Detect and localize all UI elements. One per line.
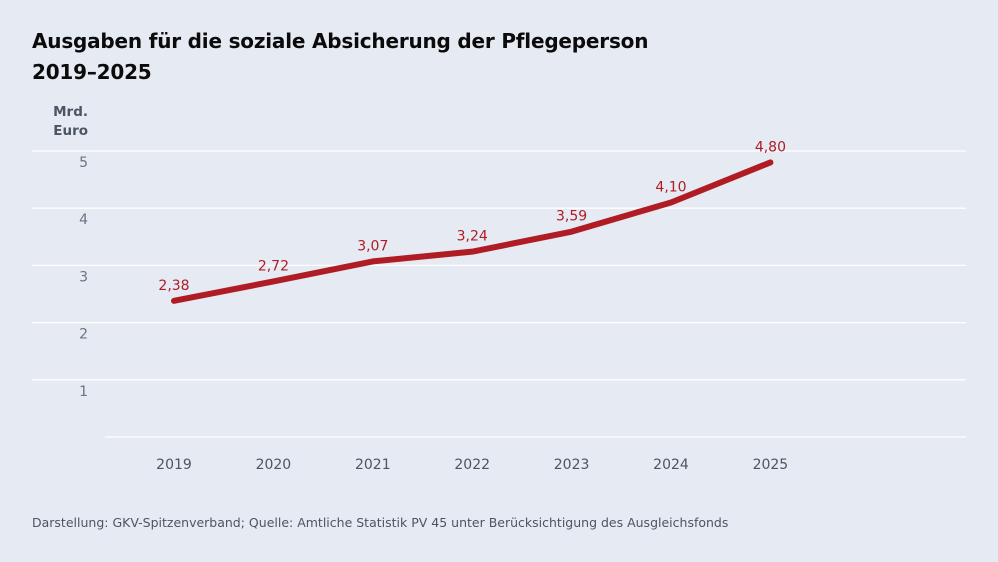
y-tick-label-4: 4 (79, 212, 88, 228)
x-tick-label-2024: 2024 (653, 457, 689, 473)
y-tick-label-1: 1 (79, 384, 88, 400)
x-tick-label-2020: 2020 (256, 457, 292, 473)
x-tick-label-2021: 2021 (355, 457, 391, 473)
data-label-2020: 2,72 (258, 258, 289, 274)
y-tick-label-3: 3 (79, 269, 88, 285)
data-label-2024: 4,10 (655, 179, 686, 195)
data-label-2022: 3,24 (457, 229, 488, 245)
data-label-2019: 2,38 (158, 278, 189, 294)
data-label-2023: 3,59 (556, 209, 587, 225)
source-note: Darstellung: GKV-Spitzenverband; Quelle:… (32, 515, 729, 530)
x-tick-label-2022: 2022 (454, 457, 490, 473)
y-axis-unit-line2: Euro (53, 123, 88, 139)
y-axis-unit-line1: Mrd. (53, 104, 88, 120)
y-tick-label-5: 5 (79, 155, 88, 171)
y-axis-unit-label: Mrd. Euro (30, 103, 88, 141)
y-tick-label-2: 2 (79, 327, 88, 343)
data-label-2021: 3,07 (357, 238, 388, 254)
chart-title-line2: 2019–2025 (32, 60, 152, 84)
chart-title-line1: Ausgaben für die soziale Absicherung der… (32, 29, 649, 53)
x-tick-label-2023: 2023 (554, 457, 590, 473)
chart-title: Ausgaben für die soziale Absicherung der… (32, 26, 648, 88)
data-label-2025: 4,80 (755, 139, 786, 155)
x-tick-label-2019: 2019 (156, 457, 192, 473)
x-tick-label-2025: 2025 (753, 457, 789, 473)
